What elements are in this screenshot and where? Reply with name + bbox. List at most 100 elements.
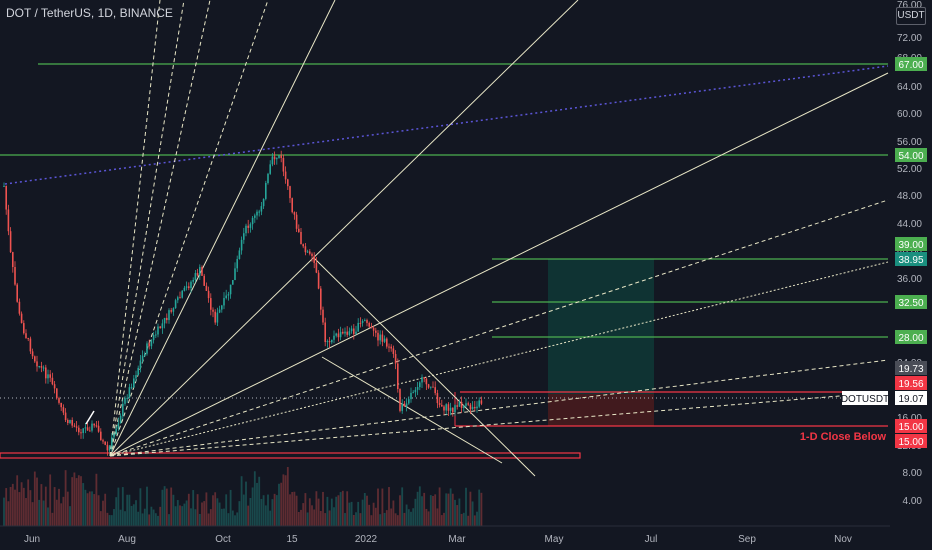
time-axis[interactable]: Jun Aug Oct 15 2022 Mar May Jul Sep Nov <box>24 534 852 545</box>
price-tick: 60.00 <box>897 109 922 120</box>
tag-39[interactable]: 39.00 <box>898 240 923 251</box>
tag-54[interactable]: 54.00 <box>898 151 923 162</box>
volume-bar <box>392 500 395 526</box>
volume-bar <box>374 507 377 526</box>
volume-bar <box>152 509 155 526</box>
chart-title[interactable]: DOT / TetherUS, 1D, BINANCE <box>6 6 173 20</box>
candle-body <box>311 253 313 257</box>
candle-body <box>139 360 142 368</box>
candle-body <box>410 392 412 400</box>
candle-body <box>269 164 271 174</box>
candle-body <box>93 423 95 426</box>
tag-3895[interactable]: 38.95 <box>898 255 923 266</box>
candle-body <box>449 407 452 411</box>
volume-bar <box>3 497 5 526</box>
volume-bar <box>227 513 230 526</box>
symbol-tag[interactable]: DOTUSDT <box>841 394 889 405</box>
volume-bar <box>240 476 243 526</box>
falling-wedge[interactable] <box>313 257 536 477</box>
volume-bar <box>264 505 267 526</box>
volume-bar <box>192 490 195 526</box>
volume-bar <box>333 507 335 526</box>
candle-body <box>405 403 408 407</box>
volume-bar <box>75 478 78 526</box>
candle-body <box>67 420 69 423</box>
candle-body <box>452 407 454 413</box>
close-below-annotation[interactable]: 1-D Close Below <box>800 431 887 443</box>
volume-bar <box>216 498 219 526</box>
candle-body <box>463 405 465 408</box>
support-zone-box[interactable] <box>0 452 581 459</box>
candle-body <box>71 419 73 426</box>
tag-1907[interactable]: 19.07 <box>898 394 923 405</box>
candle-body <box>240 239 243 251</box>
candle-body <box>282 157 285 172</box>
candle-body <box>148 343 150 347</box>
candle-body <box>289 186 291 199</box>
tag-1973[interactable]: 19.73 <box>898 364 923 375</box>
volume-bar <box>205 492 208 526</box>
time-tick: Mar <box>448 534 466 545</box>
volume-bar <box>9 487 12 526</box>
volume-bar <box>359 513 362 526</box>
volume-bar <box>82 483 85 526</box>
candle-body <box>295 214 298 229</box>
candle-body <box>471 406 474 410</box>
candle-body <box>18 301 21 314</box>
candle-body <box>480 400 483 404</box>
candle-body <box>262 198 265 207</box>
volume-bar <box>302 503 305 526</box>
candle-body <box>78 427 80 433</box>
volume-bar <box>436 508 439 526</box>
volume-bar <box>86 493 89 526</box>
tag-28[interactable]: 28.00 <box>898 333 923 344</box>
volume-bar <box>460 513 463 526</box>
volume-bar <box>117 487 120 526</box>
volume-bar <box>473 515 476 526</box>
candlestick-series <box>3 150 483 456</box>
candle-body <box>454 405 456 413</box>
volume-bar <box>14 489 16 526</box>
tag-28-bg <box>895 330 927 344</box>
volume-bar <box>311 505 313 526</box>
candle-body <box>177 297 179 301</box>
stop-zone[interactable] <box>548 394 654 426</box>
candle-body <box>119 415 122 424</box>
volume-bar <box>282 474 285 526</box>
candle-body <box>172 308 175 312</box>
volume-bar <box>77 475 80 526</box>
candle-body <box>190 281 192 289</box>
volume-bar <box>317 498 320 526</box>
currency-badge[interactable]: USDT <box>896 7 926 25</box>
volume-bar <box>44 486 47 526</box>
volume-bar <box>150 506 153 526</box>
tag-1956[interactable]: 19.56 <box>898 379 923 390</box>
volume-bar <box>412 508 415 526</box>
volume-bar <box>454 499 456 526</box>
tag-15b[interactable]: 15.00 <box>898 437 923 448</box>
candle-body <box>9 231 12 253</box>
volume-bar <box>220 508 223 526</box>
blue-trendline[interactable] <box>4 65 889 185</box>
tag-325[interactable]: 32.50 <box>898 298 923 309</box>
candle-body <box>214 311 216 323</box>
candle-body <box>146 343 148 354</box>
candle-body <box>42 367 45 369</box>
time-tick: Jun <box>24 534 40 545</box>
target-zone[interactable] <box>548 259 654 394</box>
time-tick: Aug <box>118 534 136 545</box>
tag-67[interactable]: 67.00 <box>898 60 923 71</box>
gann-fan[interactable] <box>109 0 889 457</box>
price-tags[interactable]: 67.00 54.00 39.00 38.95 32.50 28.00 19.7… <box>841 57 927 448</box>
candle-body <box>205 285 208 291</box>
candle-body <box>203 275 205 286</box>
volume-bar <box>225 494 228 526</box>
price-axis[interactable]: 76.00 72.00 68.00 64.00 60.00 56.00 52.0… <box>897 0 922 507</box>
candle-body <box>95 425 98 427</box>
candle-body <box>276 158 278 160</box>
candle-body <box>238 250 241 260</box>
volume-bar <box>350 501 353 526</box>
candle-body <box>159 326 161 329</box>
tag-15a[interactable]: 15.00 <box>898 422 923 433</box>
